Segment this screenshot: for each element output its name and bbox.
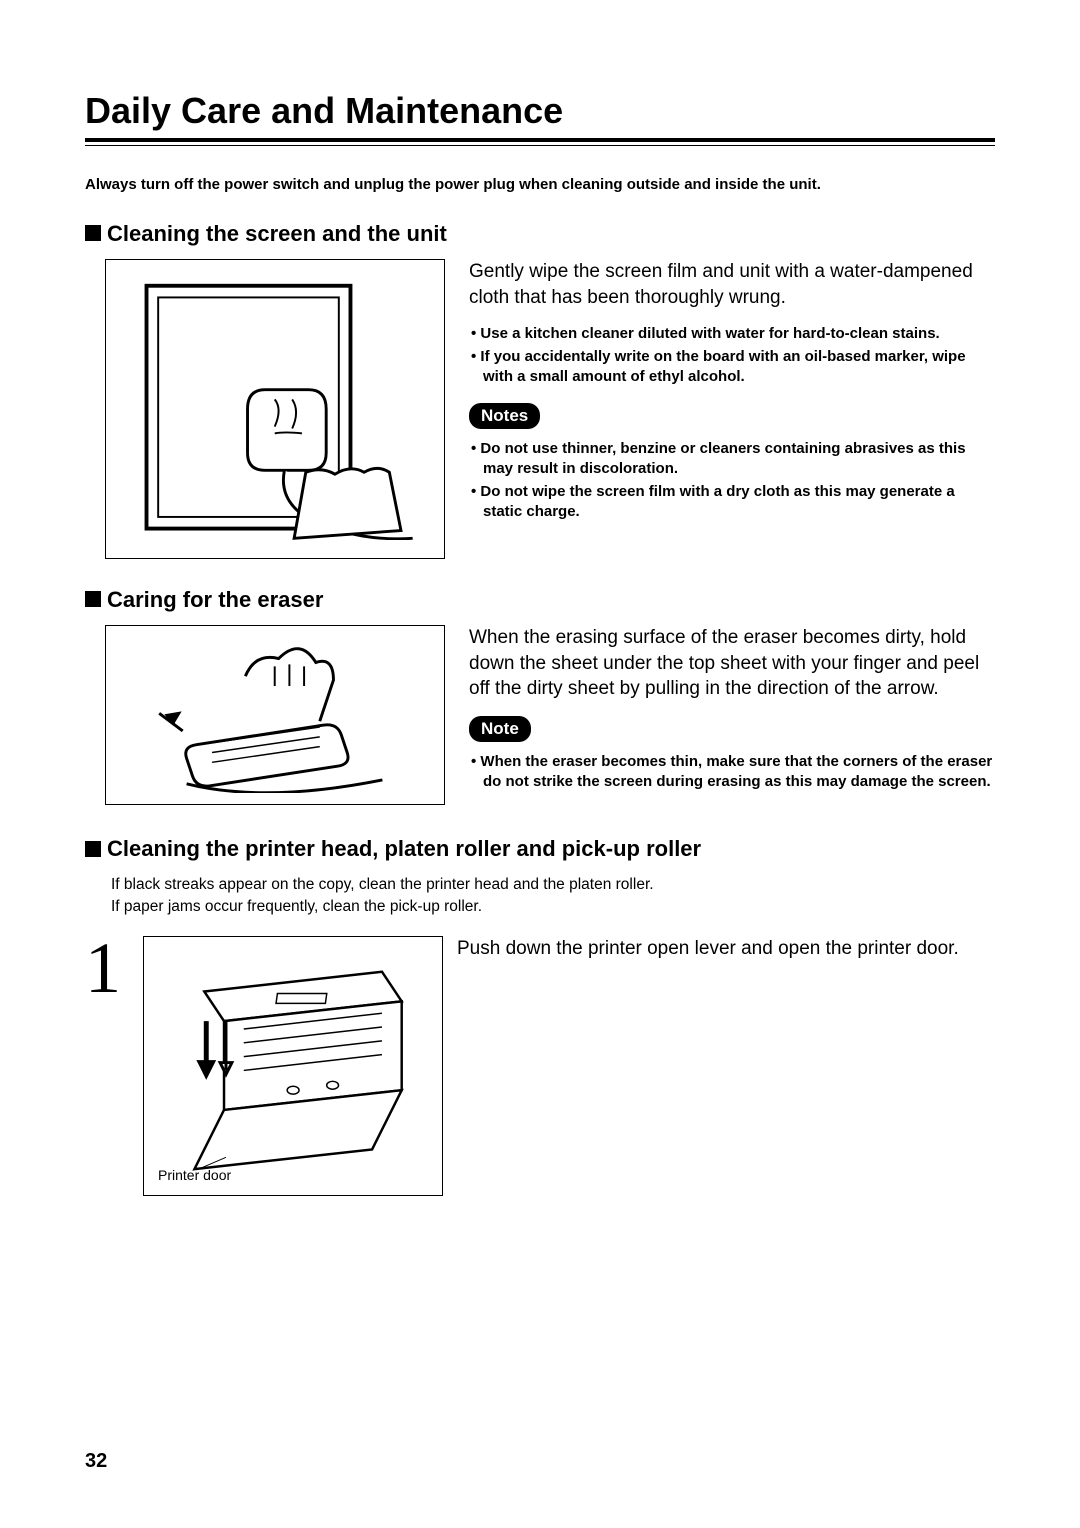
section1-row: Gently wipe the screen film and unit wit… [85, 259, 995, 559]
page-number: 32 [85, 1450, 107, 1473]
step1-body: Push down the printer open lever and ope… [457, 936, 995, 962]
square-bullet-icon [85, 591, 101, 607]
note-pill: Note [469, 716, 531, 742]
illustration-eraser [105, 625, 445, 805]
step-number: 1 [85, 936, 129, 1001]
page-title: Daily Care and Maintenance [85, 90, 995, 132]
step-1-row: 1 Printer door Push down the printer ope… [85, 936, 995, 1196]
section2-note-bullets: When the eraser becomes thin, make sure … [469, 752, 995, 793]
section1-bullet-0: Use a kitchen cleaner diluted with water… [469, 324, 995, 344]
illustration-wipe-screen [105, 259, 445, 559]
section3-sub-intro-line2: If paper jams occur frequently, clean th… [111, 896, 995, 918]
section1-note-bullets: Do not use thinner, benzine or cleaners … [469, 439, 995, 522]
notes-pill: Notes [469, 403, 540, 429]
section1-heading-text: Cleaning the screen and the unit [107, 221, 447, 246]
section3-sub-intro-line1: If black streaks appear on the copy, cle… [111, 874, 995, 896]
square-bullet-icon [85, 225, 101, 241]
eraser-peel-icon [126, 637, 423, 794]
section1-body: Gently wipe the screen film and unit wit… [469, 259, 995, 310]
section1-note-bullet-1: Do not wipe the screen film with a dry c… [469, 482, 995, 523]
section2-body: When the erasing surface of the eraser b… [469, 625, 995, 702]
section1-text-col: Gently wipe the screen film and unit wit… [469, 259, 995, 559]
intro-text: Always turn off the power switch and unp… [85, 176, 995, 193]
section1-note-bullet-0: Do not use thinner, benzine or cleaners … [469, 439, 995, 480]
printer-open-icon [162, 952, 424, 1179]
section1-bullets: Use a kitchen cleaner diluted with water… [469, 324, 995, 387]
section2-note-bullet-0: When the eraser becomes thin, make sure … [469, 752, 995, 793]
printer-door-caption: Printer door [158, 1167, 231, 1183]
illustration-printer-door: Printer door [143, 936, 443, 1196]
wipe-screen-icon [126, 278, 423, 540]
step1-text-col: Push down the printer open lever and ope… [457, 936, 995, 976]
square-bullet-icon [85, 841, 101, 857]
section-heading-cleaning-screen: Cleaning the screen and the unit [85, 221, 995, 247]
section2-text-col: When the erasing surface of the eraser b… [469, 625, 995, 808]
section-heading-printer: Cleaning the printer head, platen roller… [85, 836, 995, 862]
section3-heading-text: Cleaning the printer head, platen roller… [107, 836, 701, 861]
section3-sub-intro: If black streaks appear on the copy, cle… [111, 874, 995, 917]
section2-heading-text: Caring for the eraser [107, 587, 323, 612]
section-heading-eraser: Caring for the eraser [85, 587, 995, 613]
section2-row: When the erasing surface of the eraser b… [85, 625, 995, 808]
title-rule [85, 138, 995, 146]
section1-bullet-1: If you accidentally write on the board w… [469, 347, 995, 388]
